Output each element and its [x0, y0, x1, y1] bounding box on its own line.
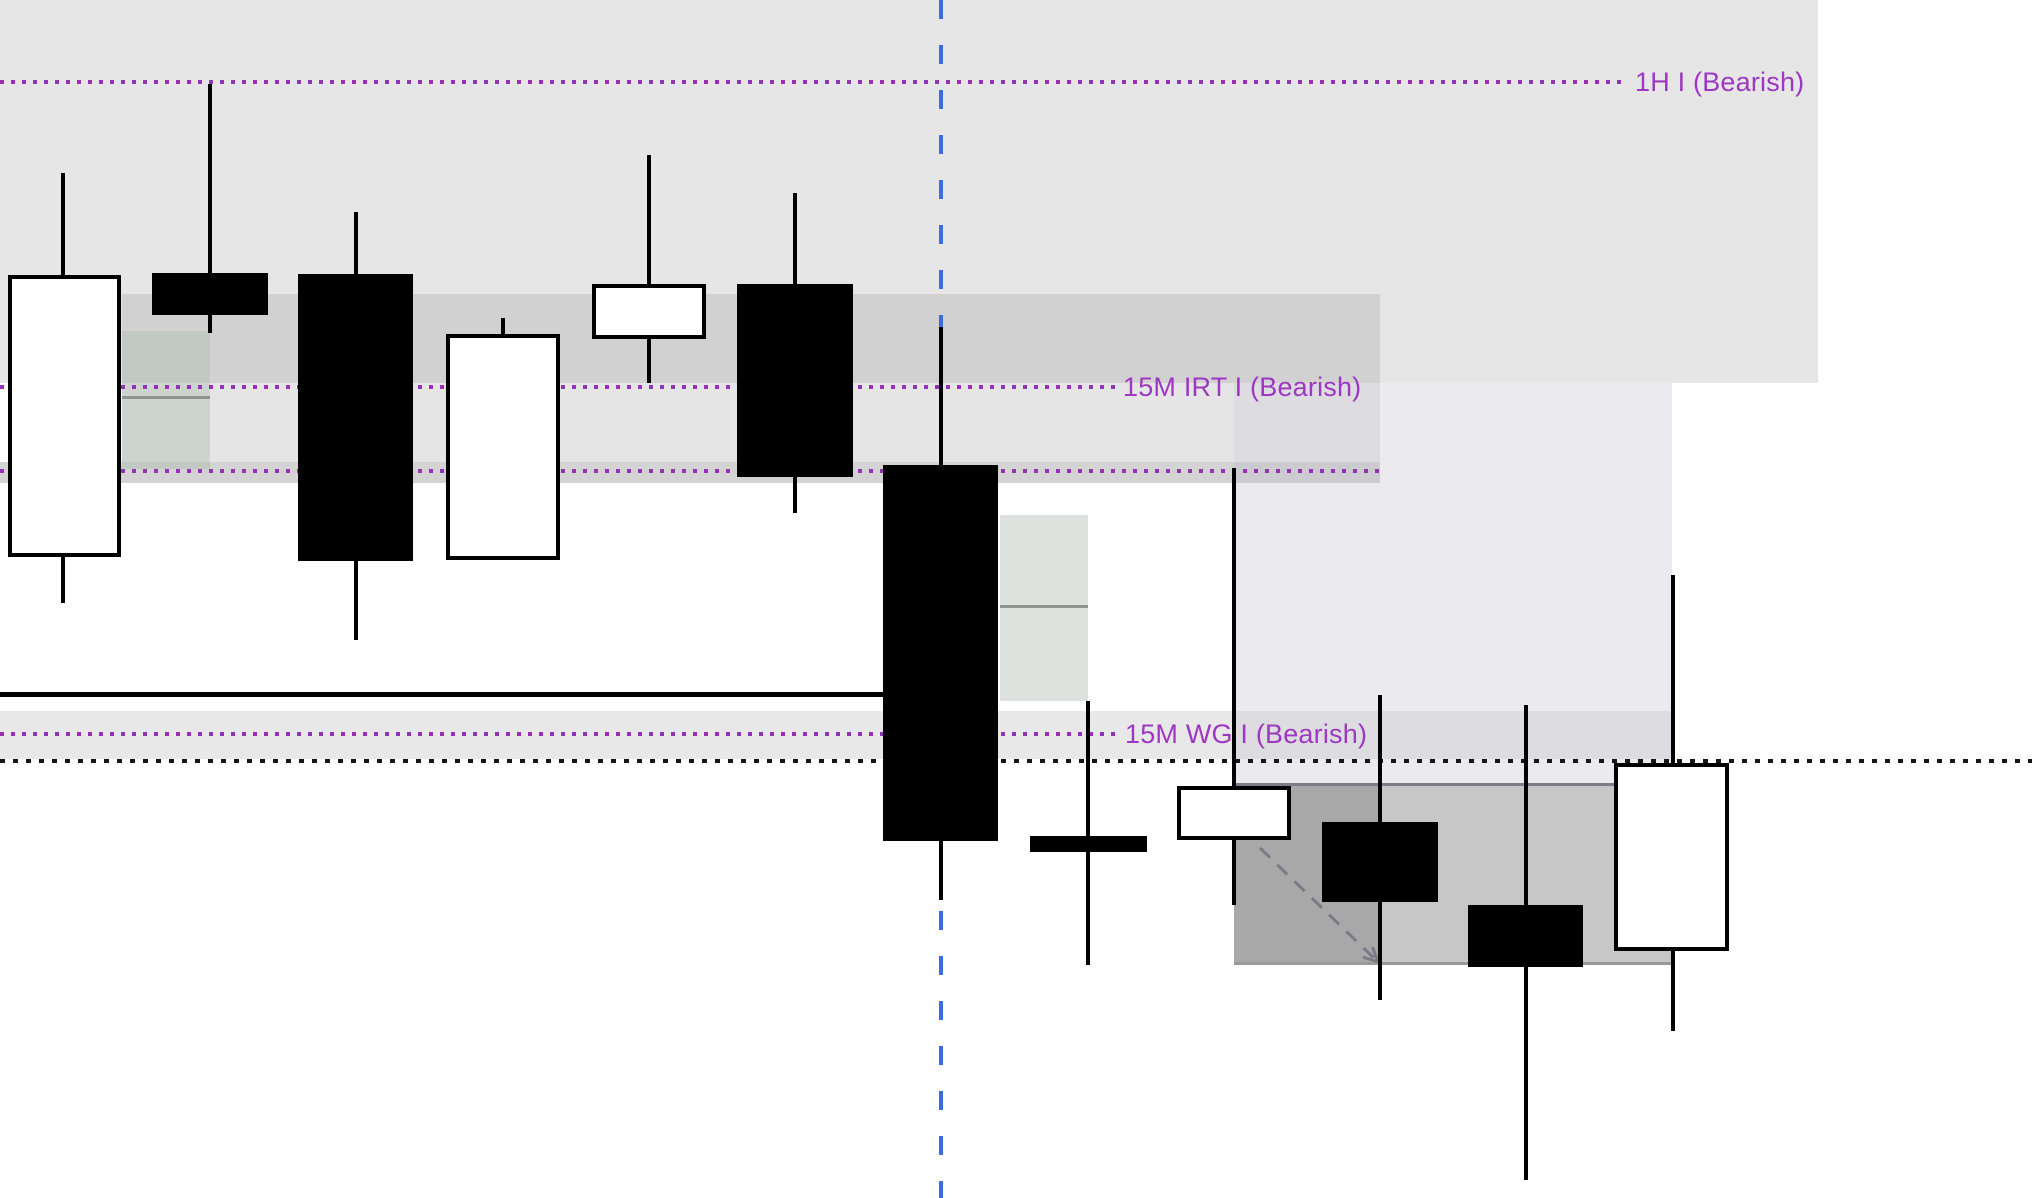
zone-green-1a — [122, 331, 210, 383]
candle-body-4 — [446, 334, 560, 560]
impulse-base-line — [0, 692, 884, 697]
candle-body-11 — [1468, 905, 1583, 967]
candle-body-12 — [1614, 763, 1729, 951]
candle-body-8 — [1030, 836, 1147, 852]
zone-green-1b — [122, 383, 210, 462]
wg-zone-top-edge — [1234, 783, 1671, 786]
level-black-dotted — [0, 759, 2032, 763]
zone-green-1c — [122, 462, 210, 469]
candle-body-7 — [883, 465, 998, 841]
green-2-mid-line — [1000, 605, 1088, 608]
candle-body-6 — [737, 284, 853, 477]
candle-body-2 — [152, 273, 268, 315]
candle-body-9 — [1177, 786, 1291, 840]
zone-lavender-over-irt — [1234, 383, 1380, 462]
zone-wg-band-over-lavender — [1234, 711, 1672, 759]
level-1h — [0, 80, 1623, 84]
candle-wick-2 — [208, 84, 212, 333]
anchor-vline-upper — [939, 0, 943, 327]
anchor-vline-lower — [939, 911, 943, 1198]
level-label-15m-wg: 15M WG I (Bearish) — [1125, 719, 1368, 749]
candle-wick-8 — [1086, 701, 1090, 965]
candle-wick-9 — [1232, 468, 1236, 905]
level-label-15m-irt: 15M IRT I (Bearish) — [1123, 372, 1362, 402]
wg-zone-bottom-edge — [1234, 962, 1671, 965]
level-wg — [0, 732, 1120, 736]
candle-wick-5 — [647, 155, 651, 383]
level-strip — [0, 469, 1380, 473]
green-1-mid-line — [122, 396, 210, 399]
level-irt — [0, 385, 1120, 389]
candle-body-10 — [1322, 822, 1438, 902]
candle-body-3 — [298, 274, 413, 561]
candle-body-1 — [8, 275, 121, 557]
candle-body-5 — [592, 284, 706, 339]
zone-green-2 — [1000, 515, 1088, 701]
level-label-1h: 1H I (Bearish) — [1635, 67, 1805, 97]
